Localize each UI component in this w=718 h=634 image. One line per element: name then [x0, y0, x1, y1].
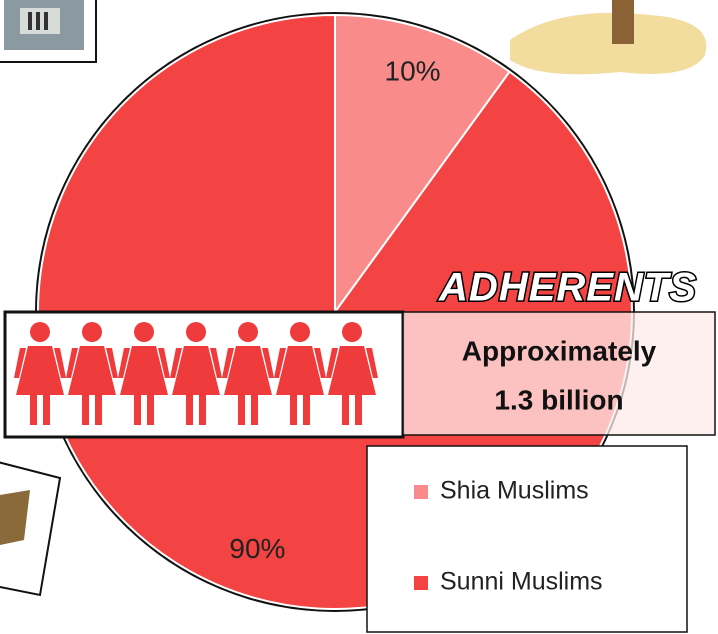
- legend-box: [366, 445, 688, 633]
- person-arm: [274, 348, 286, 378]
- value-label: 10%: [385, 56, 441, 87]
- person-leg: [95, 393, 102, 425]
- person-arm: [158, 348, 170, 378]
- person-arm: [54, 348, 66, 378]
- person-head: [342, 322, 362, 342]
- person-head: [186, 322, 206, 342]
- value-label: 90%: [229, 533, 285, 564]
- person-body: [224, 346, 272, 395]
- note-line: Approximately: [462, 335, 657, 366]
- pie-slice: [334, 13, 511, 316]
- person-leg: [251, 393, 258, 425]
- legend-label: Shia Muslims: [440, 477, 589, 505]
- person-body: [68, 346, 116, 395]
- person-leg: [82, 393, 89, 425]
- person-arm: [222, 348, 234, 378]
- person-leg: [355, 393, 362, 425]
- heading: ADHERENTS: [438, 266, 697, 310]
- legend-marker: [414, 576, 428, 590]
- person-arm: [14, 348, 26, 378]
- person-leg: [238, 393, 245, 425]
- person-arm: [314, 348, 326, 378]
- person-leg: [342, 393, 349, 425]
- person-arm: [262, 348, 274, 378]
- person-leg: [147, 393, 154, 425]
- person-head: [82, 322, 102, 342]
- person-leg: [303, 393, 310, 425]
- person-body: [16, 346, 64, 395]
- person-body: [120, 346, 168, 395]
- sand-icon: [510, 0, 707, 75]
- person-body: [172, 346, 220, 395]
- person-body: [328, 346, 376, 395]
- person-head: [238, 322, 258, 342]
- person-arm: [106, 348, 118, 378]
- legend-marker: [414, 485, 428, 499]
- person-leg: [290, 393, 297, 425]
- book-icon: [0, 461, 62, 597]
- building-icon: [0, 0, 97, 63]
- legend-label: Sunni Muslims: [440, 568, 603, 596]
- note-line: 1.3 billion: [494, 384, 623, 415]
- person-head: [134, 322, 154, 342]
- person-arm: [170, 348, 182, 378]
- note-box: [402, 311, 716, 436]
- person-head: [30, 322, 50, 342]
- person-arm: [326, 348, 338, 378]
- person-leg: [30, 393, 37, 425]
- legend: Shia Muslims Sunni Muslims: [414, 477, 603, 596]
- person-arm: [210, 348, 222, 378]
- person-leg: [43, 393, 50, 425]
- person-arm: [366, 348, 378, 378]
- person-leg: [186, 393, 193, 425]
- person-arm: [118, 348, 130, 378]
- people-icons: [14, 322, 378, 425]
- person-leg: [199, 393, 206, 425]
- person-arm: [66, 348, 78, 378]
- person-leg: [134, 393, 141, 425]
- person-head: [290, 322, 310, 342]
- person-body: [276, 346, 324, 395]
